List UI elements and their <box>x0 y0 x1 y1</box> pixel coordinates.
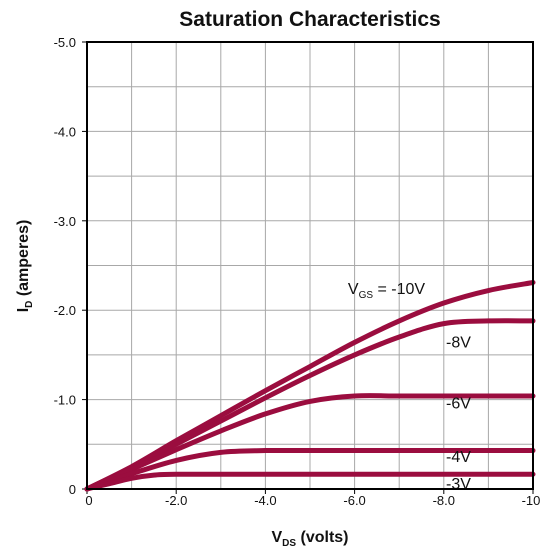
y-tick-label: -4.0 <box>54 124 76 139</box>
y-axis-label: ID (amperes) <box>15 220 35 313</box>
y-tick-label: -2.0 <box>54 303 76 318</box>
series-label-3: -6V <box>446 396 471 413</box>
x-axis-label-main: V <box>271 529 282 546</box>
series-label-5: -3V <box>446 476 471 493</box>
series-line-2 <box>84 318 536 492</box>
plot-frame <box>86 41 534 490</box>
series-layer <box>84 279 536 492</box>
chart-title: Saturation Characteristics <box>179 8 440 31</box>
x-tick-label: -8.0 <box>433 493 455 508</box>
series-line-5 <box>84 471 536 492</box>
series-label-4: -4V <box>446 449 471 466</box>
x-axis-label: VDS (volts) <box>271 529 348 549</box>
y-axis-label-subscript: D <box>24 301 35 308</box>
grid-layer <box>87 42 533 489</box>
y-axis-label-suffix: (amperes) <box>15 220 32 301</box>
x-tick-label: 0 <box>85 493 92 508</box>
y-axis-label-main: I <box>15 308 32 312</box>
series-label-layer: VGS = -10V -8V -6V -4V -3V <box>348 281 471 493</box>
series-label-1: VGS = -10V <box>348 281 425 301</box>
series-label-2: -8V <box>446 335 471 352</box>
x-tick-label: -6.0 <box>343 493 365 508</box>
series-line-3 <box>84 393 536 492</box>
x-axis-label-subscript: DS <box>282 538 296 549</box>
series-line-4 <box>84 447 536 492</box>
y-tick-label: -3.0 <box>54 214 76 229</box>
y-tick-label: -1.0 <box>54 393 76 408</box>
x-tick-label: -10 <box>522 493 541 508</box>
y-tick-label: 0 <box>69 482 76 497</box>
x-tick-label: -2.0 <box>165 493 187 508</box>
x-axis-label-suffix: (volts) <box>296 529 348 546</box>
x-tick-label: -4.0 <box>254 493 276 508</box>
tick-label-layer: 0 -2.0 -4.0 -6.0 -8.0 -10 0 -1.0 -2.0 -3.0 -4.0 -5.… <box>54 35 541 508</box>
y-tick-label: -5.0 <box>54 35 76 50</box>
